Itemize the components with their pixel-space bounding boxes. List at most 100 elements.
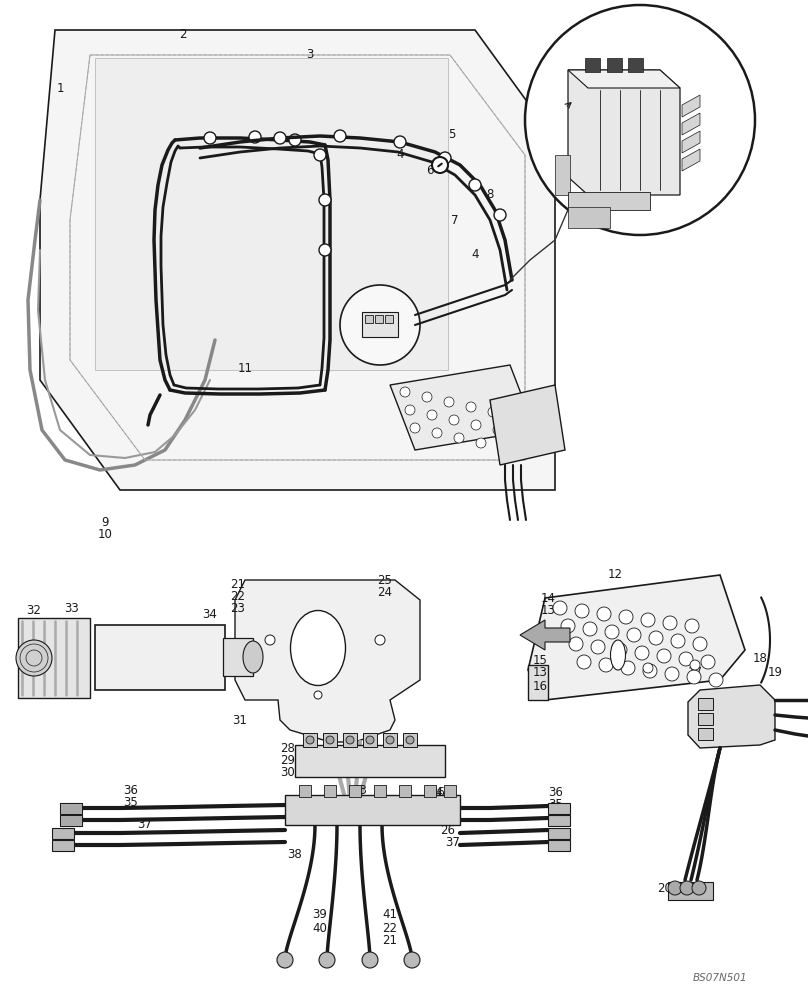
Text: 11: 11 <box>238 361 252 374</box>
Polygon shape <box>568 70 680 88</box>
Circle shape <box>680 881 694 895</box>
Circle shape <box>366 736 374 744</box>
Text: 36: 36 <box>548 786 563 800</box>
Circle shape <box>404 952 420 968</box>
Circle shape <box>375 635 385 645</box>
Ellipse shape <box>291 610 346 686</box>
Text: 41: 41 <box>382 908 398 922</box>
Text: 17: 17 <box>688 666 702 678</box>
Circle shape <box>693 637 707 651</box>
Bar <box>444 785 456 797</box>
Polygon shape <box>60 815 82 826</box>
Text: 22: 22 <box>382 922 398 934</box>
Bar <box>548 815 570 826</box>
Circle shape <box>494 209 506 221</box>
Circle shape <box>613 643 627 657</box>
Circle shape <box>583 622 597 636</box>
Circle shape <box>16 640 52 676</box>
Bar <box>299 785 311 797</box>
Circle shape <box>692 881 706 895</box>
Text: 34: 34 <box>203 608 217 621</box>
Circle shape <box>627 628 641 642</box>
Ellipse shape <box>243 641 263 673</box>
Bar <box>223 638 253 676</box>
Text: 3: 3 <box>306 48 314 62</box>
Circle shape <box>575 604 589 618</box>
Polygon shape <box>95 58 448 370</box>
Bar <box>375 315 383 323</box>
Circle shape <box>476 438 486 448</box>
Text: 36: 36 <box>123 784 138 796</box>
Circle shape <box>289 134 301 146</box>
Polygon shape <box>682 149 700 171</box>
Polygon shape <box>60 803 82 814</box>
Polygon shape <box>628 58 643 72</box>
Circle shape <box>605 625 619 639</box>
Polygon shape <box>235 580 420 742</box>
Text: 4: 4 <box>396 148 404 161</box>
Polygon shape <box>390 365 535 450</box>
Circle shape <box>591 640 605 654</box>
Text: 37: 37 <box>445 836 460 850</box>
Polygon shape <box>585 58 600 72</box>
Text: 7: 7 <box>451 214 459 227</box>
Text: 24: 24 <box>377 585 393 598</box>
Text: 25: 25 <box>377 574 393 586</box>
Text: 6: 6 <box>427 163 434 176</box>
Text: 23: 23 <box>230 602 245 615</box>
Bar <box>95 625 225 690</box>
Bar <box>668 882 713 900</box>
Bar <box>403 733 417 747</box>
Text: 33: 33 <box>65 601 79 614</box>
Bar <box>365 315 373 323</box>
Polygon shape <box>607 58 622 72</box>
Circle shape <box>277 952 293 968</box>
Bar <box>362 312 398 337</box>
Circle shape <box>671 634 685 648</box>
Bar <box>18 618 90 698</box>
Circle shape <box>635 646 649 660</box>
Circle shape <box>319 244 331 256</box>
Circle shape <box>405 405 415 415</box>
Circle shape <box>274 132 286 144</box>
Circle shape <box>319 194 331 206</box>
Circle shape <box>649 631 663 645</box>
Circle shape <box>432 428 442 438</box>
Circle shape <box>599 658 613 672</box>
Text: 15: 15 <box>532 654 548 666</box>
Circle shape <box>690 660 700 670</box>
Text: 19: 19 <box>768 666 782 678</box>
Polygon shape <box>568 192 650 210</box>
Circle shape <box>709 673 723 687</box>
Circle shape <box>362 952 378 968</box>
Text: 39: 39 <box>313 908 327 922</box>
Text: 40: 40 <box>313 922 327 934</box>
Polygon shape <box>568 70 680 195</box>
Text: 35: 35 <box>123 796 137 808</box>
Circle shape <box>657 649 671 663</box>
Bar <box>52 840 74 851</box>
Bar <box>548 828 570 839</box>
Bar <box>698 713 713 725</box>
Text: BS07N501: BS07N501 <box>692 973 747 983</box>
Circle shape <box>449 415 459 425</box>
Bar <box>698 698 713 710</box>
Circle shape <box>319 952 335 968</box>
Circle shape <box>619 610 633 624</box>
Circle shape <box>334 130 346 142</box>
Bar <box>349 785 361 797</box>
Circle shape <box>444 397 454 407</box>
Text: 13: 13 <box>532 666 548 680</box>
Polygon shape <box>528 665 548 700</box>
Circle shape <box>386 736 394 744</box>
Polygon shape <box>568 207 610 228</box>
Circle shape <box>249 131 261 143</box>
Text: 26: 26 <box>440 824 455 836</box>
Text: 18: 18 <box>752 652 768 664</box>
Text: 27: 27 <box>415 756 430 768</box>
Circle shape <box>422 392 432 402</box>
Circle shape <box>668 881 682 895</box>
Text: 43: 43 <box>352 784 368 796</box>
Bar <box>399 785 411 797</box>
Text: 21: 21 <box>230 578 245 591</box>
